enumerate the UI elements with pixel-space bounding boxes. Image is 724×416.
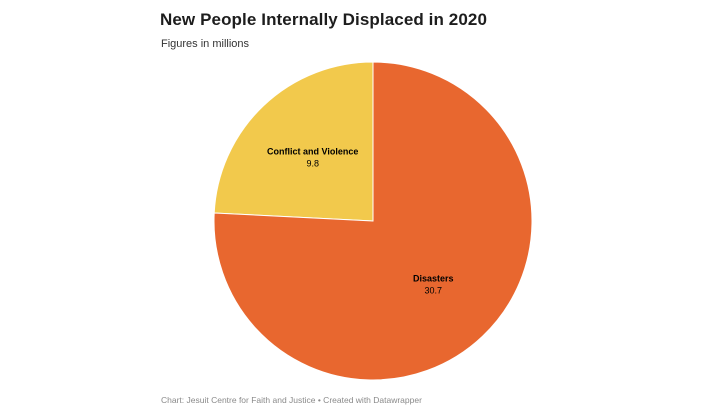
pie-labels: Conflict and Violence 9.8 Disasters 30.7 (267, 147, 453, 296)
chart-title: New People Internally Displaced in 2020 (160, 10, 488, 29)
slice-label-name: Conflict and Violence (267, 147, 358, 157)
pie-slice-disasters (213, 61, 533, 381)
chart-subtitle: Figures in millions (161, 38, 250, 50)
pie-slices (213, 61, 533, 381)
chart-source-footer: Chart: Jesuit Centre for Faith and Justi… (161, 395, 422, 405)
slice-label-value: 9.8 (306, 159, 319, 169)
slice-label-name: Disasters (413, 273, 454, 283)
slice-label-value: 30.7 (424, 285, 442, 295)
pie-slice-conflict-and-violence (213, 61, 374, 222)
